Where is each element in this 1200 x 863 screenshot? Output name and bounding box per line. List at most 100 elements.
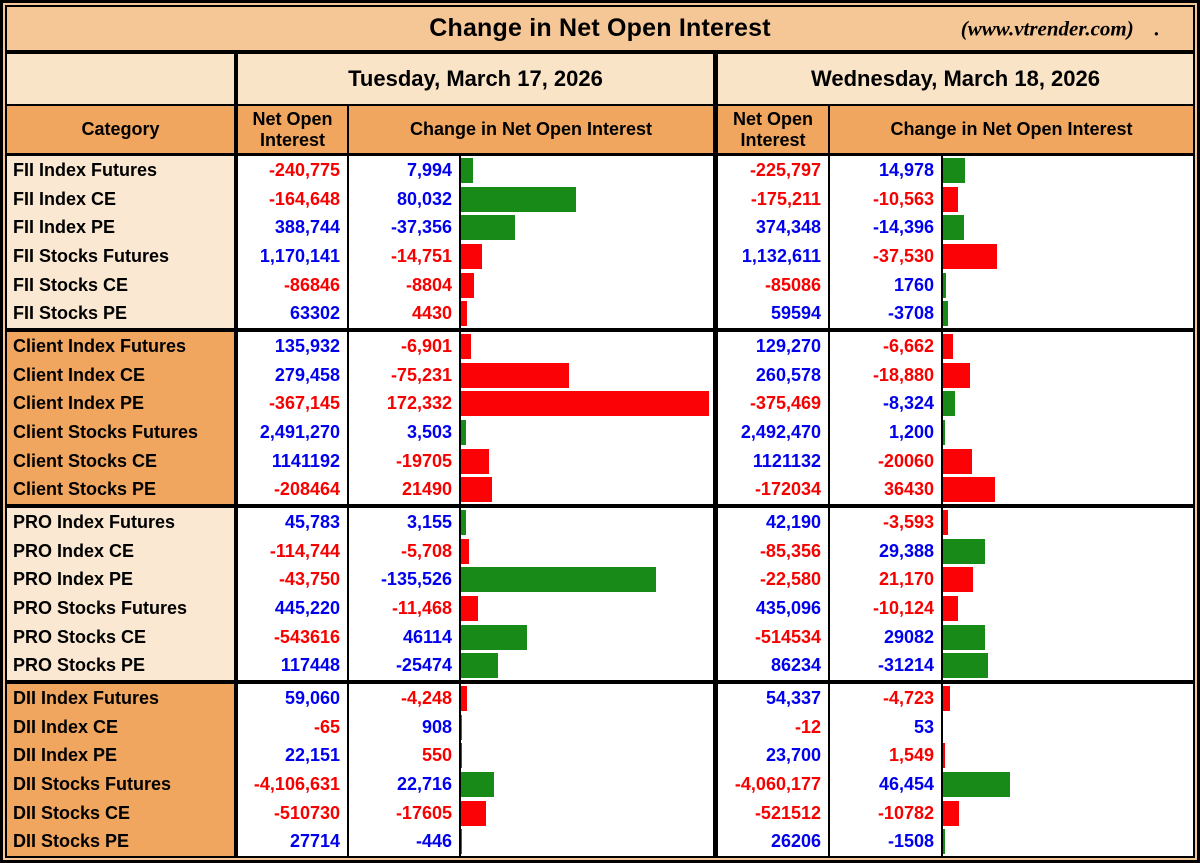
wed-change-bar: [943, 653, 988, 679]
tue-change-bar: [461, 477, 492, 503]
wed-change-bar-cell: [943, 594, 1193, 623]
category-cell: Client Index CE: [7, 360, 238, 390]
wed-noi-value: 2,492,470: [718, 418, 830, 447]
wed-change-value: -31214: [830, 651, 943, 681]
wed-change-bar-cell: [943, 446, 1193, 476]
column-header-row: Category Net Open Interest Change in Net…: [7, 106, 1193, 156]
tue-change-bar-cell: [461, 299, 718, 329]
wed-change-bar: [943, 538, 986, 564]
source-attribution: (www.vtrender.com).: [961, 16, 1159, 41]
tue-change-bar: [461, 157, 473, 183]
tue-change-bar: [461, 215, 515, 241]
tue-change-bar: [461, 743, 462, 769]
day-header-wednesday: Wednesday, March 18, 2026: [811, 66, 1100, 91]
tue-change-value: -37,356: [349, 213, 461, 243]
tue-change-bar-cell: [461, 712, 718, 742]
table-row: PRO Stocks PE 117448 -25474 86234 -31214: [7, 651, 1193, 681]
category-cell: FII Index Futures: [7, 156, 238, 185]
wed-noi-value: -521512: [718, 798, 830, 828]
table-row: DII Index Futures 59,060 -4,248 54,337 -4,72…: [7, 684, 1193, 713]
tue-change-bar: [461, 829, 462, 855]
wed-change-value: -18,880: [830, 360, 943, 390]
wed-change-bar-cell: [943, 332, 1193, 361]
category-cell: Client Stocks CE: [7, 446, 238, 476]
wed-change-bar: [943, 595, 958, 621]
tue-noi-value: 45,783: [238, 508, 349, 537]
tue-change-bar: [461, 362, 570, 388]
wed-change-bar: [943, 157, 965, 183]
wed-change-bar: [943, 829, 946, 855]
wed-change-bar-cell: [943, 508, 1193, 537]
tue-change-bar: [461, 448, 490, 474]
tue-noi-value: -510730: [238, 798, 349, 828]
page-title: Change in Net Open Interest: [429, 14, 771, 42]
tue-change-bar: [461, 624, 528, 650]
wed-change-bar-cell: [943, 536, 1193, 566]
wed-change-bar: [943, 215, 964, 241]
tue-change-value: -25474: [349, 651, 461, 681]
wed-noi-value: -175,211: [718, 184, 830, 214]
date-header-row: Tuesday, March 17, 2026 Wednesday, March…: [7, 54, 1193, 106]
tue-noi-value: 445,220: [238, 594, 349, 623]
wed-change-value: 36430: [830, 475, 943, 505]
table-row: DII Stocks PE 27714 -446 26206 -1508: [7, 827, 1193, 856]
wed-noi-value: -12: [718, 712, 830, 742]
wed-noi-value: 86234: [718, 651, 830, 681]
wed-change-value: 14,978: [830, 156, 943, 185]
wed-change-bar: [943, 624, 985, 650]
wed-change-value: -20060: [830, 446, 943, 476]
wed-noi-value: 260,578: [718, 360, 830, 390]
tue-noi-value: -86846: [238, 270, 349, 300]
tue-change-bar: [461, 391, 709, 417]
category-cell: FII Stocks Futures: [7, 242, 238, 271]
tue-noi-value: -43,750: [238, 565, 349, 595]
noi-table: Change in Net Open Interest (www.vtrende…: [5, 5, 1195, 858]
wed-noi-value: -22,580: [718, 565, 830, 595]
wed-change-value: 29082: [830, 622, 943, 652]
tue-change-value: 3,155: [349, 508, 461, 537]
tue-change-value: 7,994: [349, 156, 461, 185]
table-row: Client Index Futures 135,932 -6,901 129,270…: [7, 332, 1193, 361]
wed-change-bar: [943, 391, 955, 417]
wed-noi-value: 129,270: [718, 332, 830, 361]
wed-change-bar: [943, 243, 997, 269]
wed-change-bar: [943, 509, 949, 535]
date-row-spacer: [7, 54, 238, 104]
tue-change-bar-cell: [461, 360, 718, 390]
source-url: (www.vtrender.com): [960, 16, 1134, 40]
tue-noi-value: -65: [238, 712, 349, 742]
wed-change-bar: [943, 333, 953, 359]
category-cell: DII Stocks CE: [7, 798, 238, 828]
wed-change-value: -14,396: [830, 213, 943, 243]
category-cell: PRO Stocks Futures: [7, 594, 238, 623]
table-section: FII Index Futures -240,775 7,994 -225,797 14…: [7, 156, 1193, 329]
wed-change-bar-cell: [943, 565, 1193, 595]
wed-change-bar-cell: [943, 712, 1193, 742]
category-cell: PRO Index Futures: [7, 508, 238, 537]
wed-change-value: -10,124: [830, 594, 943, 623]
category-cell: PRO Stocks CE: [7, 622, 238, 652]
table-section: Client Index Futures 135,932 -6,901 129,270…: [7, 328, 1193, 505]
table-row: DII Stocks Futures -4,106,631 22,716 -4,060…: [7, 770, 1193, 799]
category-cell: Client Stocks PE: [7, 475, 238, 505]
wed-noi-value: 435,096: [718, 594, 830, 623]
wed-change-bar-cell: [943, 213, 1193, 243]
tue-noi-value: 2,491,270: [238, 418, 349, 447]
wed-noi-value: 23,700: [718, 741, 830, 771]
wed-change-value: -6,662: [830, 332, 943, 361]
wed-change-bar-cell: [943, 622, 1193, 652]
wed-noi-value: 59594: [718, 299, 830, 329]
tue-noi-value: 27714: [238, 827, 349, 856]
table-row: Client Stocks CE 1141192 -19705 1121132 -200…: [7, 446, 1193, 476]
wed-change-bar-cell: [943, 184, 1193, 214]
tue-change-value: -19705: [349, 446, 461, 476]
wed-change-value: 1,200: [830, 418, 943, 447]
tue-noi-value: 135,932: [238, 332, 349, 361]
tue-change-value: 46114: [349, 622, 461, 652]
tue-change-value: 172,332: [349, 389, 461, 419]
wed-change-bar: [943, 685, 950, 711]
tue-noi-value: -367,145: [238, 389, 349, 419]
tue-change-bar-cell: [461, 418, 718, 447]
table-row: PRO Index Futures 45,783 3,155 42,190 -3,593: [7, 508, 1193, 537]
table-row: PRO Index CE -114,744 -5,708 -85,356 29,388: [7, 536, 1193, 566]
